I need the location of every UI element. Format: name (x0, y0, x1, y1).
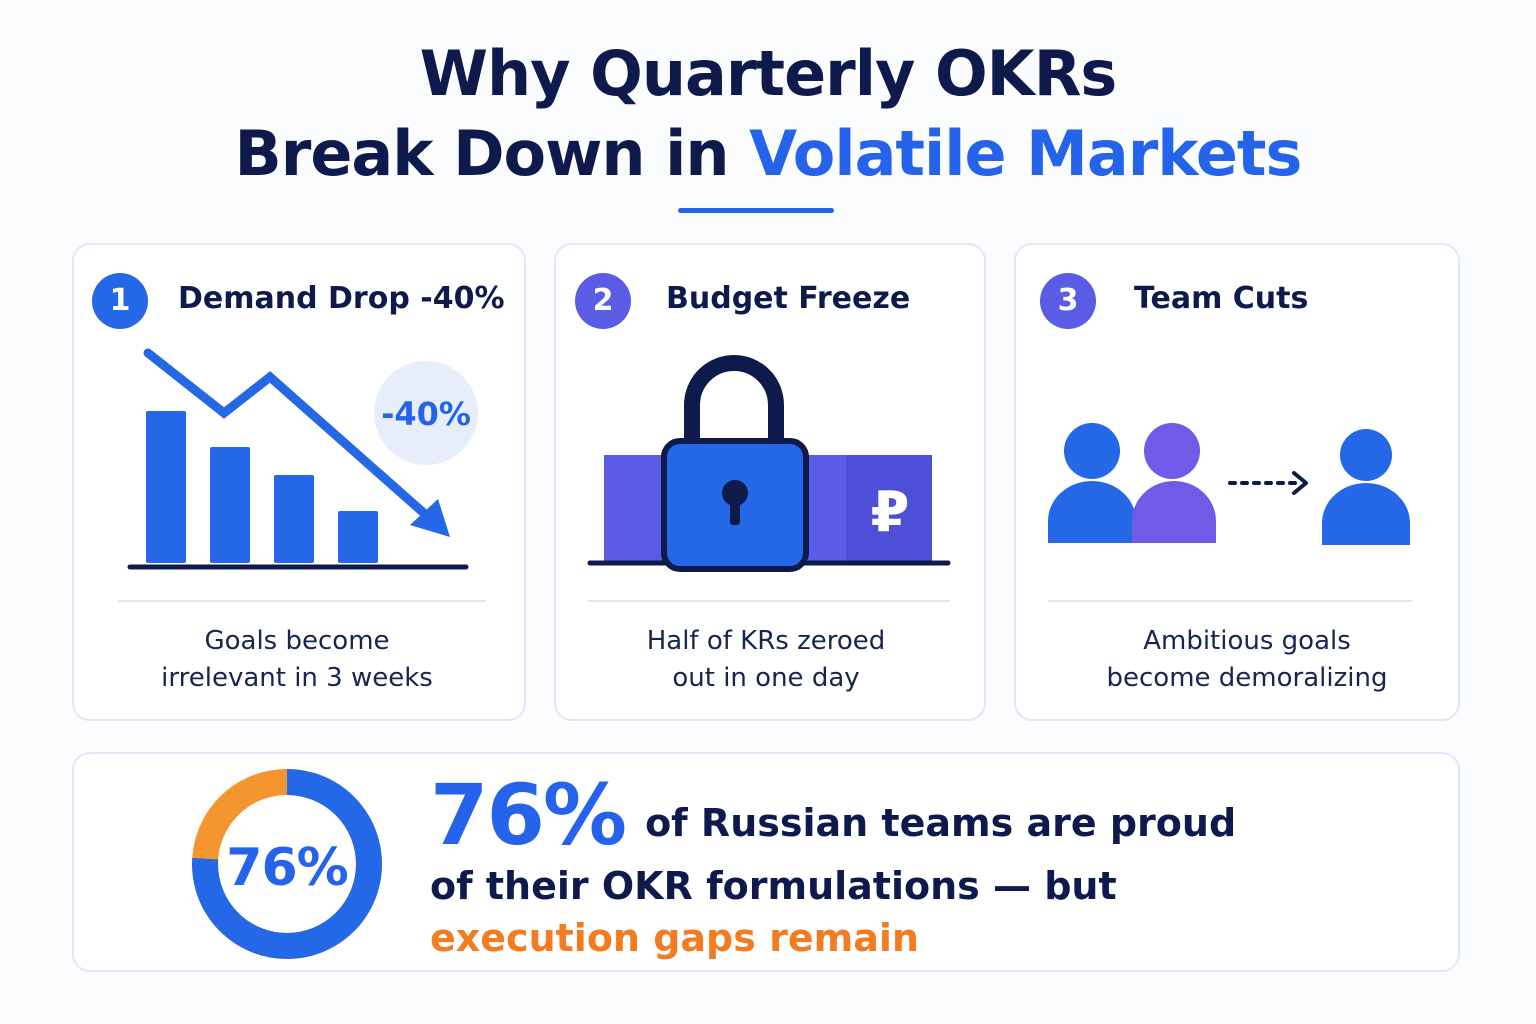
person-head-icon (1144, 423, 1200, 479)
chart-bar (274, 475, 314, 563)
card-title-team-cuts: Team Cuts (1134, 281, 1309, 316)
team-reduction-icon (1048, 423, 1410, 545)
title-line-2-accent: Volatile Markets (749, 117, 1302, 190)
declining-bar-chart-icon: -40% (127, 348, 478, 570)
person-head-icon (1064, 423, 1120, 479)
stat-text-highlight: execution gaps remain (430, 916, 919, 960)
card-team-cuts: 3 Team Cuts Ambitious goals become demor… (1014, 243, 1460, 721)
percent-bubble (374, 361, 478, 465)
caption-line: Half of KRs zeroed (646, 626, 886, 656)
card-budget-freeze: 2 Budget Freeze ₽ Half of KRs zeroed out… (554, 243, 986, 721)
card-demand-drop: 1 Demand Drop -40% -40% Goals become irr… (72, 243, 526, 721)
trend-line (143, 348, 431, 520)
person-head-icon (1340, 429, 1392, 481)
trend-arrowhead-icon (410, 499, 450, 537)
chart-bar (210, 447, 250, 563)
card-caption-demand-drop: Goals become irrelevant in 3 weeks (72, 623, 522, 697)
padlock-shackle (684, 355, 784, 445)
ruble-icon: ₽ (871, 480, 910, 545)
title-line-2-plain: Break Down in (234, 117, 750, 190)
title-line-2: Break Down in Volatile Markets (0, 114, 1536, 194)
page-title: Why Quarterly OKRs Break Down in Volatil… (0, 34, 1536, 194)
budget-block-left (604, 455, 664, 563)
card-divider (588, 600, 950, 602)
title-line-1: Why Quarterly OKRs (419, 37, 1118, 110)
keyhole-icon (722, 480, 748, 506)
person-body-icon (1132, 481, 1216, 543)
caption-line: Ambitious goals (1143, 626, 1351, 656)
card-caption-budget-freeze: Half of KRs zeroed out in one day (552, 623, 980, 697)
currency-panel (846, 455, 932, 563)
stat-big-value: 76% (430, 766, 627, 864)
keyhole-slot (730, 495, 740, 525)
chart-bar (146, 411, 186, 563)
card-title-demand-drop: Demand Drop -40% (178, 281, 505, 316)
step-badge-2: 2 (575, 273, 631, 329)
donut-progress (192, 769, 382, 959)
step-badge-1: 1 (92, 273, 148, 329)
card-caption-team-cuts: Ambitious goals become demoralizing (1026, 623, 1468, 697)
caption-line: irrelevant in 3 weeks (161, 663, 433, 693)
person-body-icon (1048, 481, 1136, 543)
card-title-budget-freeze: Budget Freeze (666, 281, 911, 316)
card-divider (118, 600, 486, 602)
padlock-icon: ₽ (587, 355, 951, 572)
chart-bar (338, 511, 378, 563)
step-badge-3: 3 (1040, 273, 1096, 329)
arrow-right-icon (1292, 471, 1308, 495)
caption-line: become demoralizing (1106, 663, 1388, 693)
stat-text-main: of Russian teams are proud of their OKR … (430, 801, 1237, 908)
stat-card: 76% 76% of Russian teams are proud of the… (72, 752, 1460, 972)
donut-chart (192, 769, 382, 959)
percent-bubble-label: -40% (381, 395, 471, 433)
card-divider (1048, 600, 1412, 602)
caption-line: out in one day (672, 663, 860, 693)
stat-statement: 76% of Russian teams are proud of their O… (430, 770, 1290, 964)
caption-line: Goals become (204, 626, 390, 656)
title-underline (678, 208, 834, 213)
donut-label: 76% (226, 838, 348, 898)
person-body-icon (1322, 483, 1410, 545)
